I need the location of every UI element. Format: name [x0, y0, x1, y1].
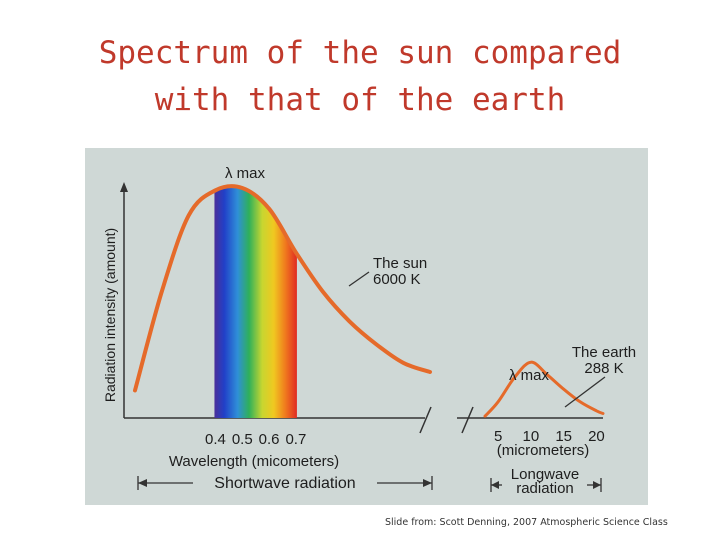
sun-x-ticks: 0.4 0.5 0.6 0.7: [205, 431, 306, 448]
slide-title-line-2: with that of the earth: [154, 82, 566, 118]
earth-x-ticks: 5 10 15 20: [494, 428, 605, 445]
sun-spectrum: [133, 184, 432, 418]
longwave-band-label-line-2: radiation: [516, 480, 574, 497]
visible-light-band: [214, 186, 297, 418]
slide-credit: Slide from: Scott Denning, 2007 Atmosphe…: [385, 517, 668, 528]
earth-curve: [483, 360, 605, 418]
shortwave-band-label: Shortwave radiation: [214, 475, 355, 492]
spectrum-figure: Radiation intensity (amount) λ max The s…: [85, 148, 648, 505]
sun-label-pointer: [348, 271, 370, 287]
sun-series-label-line-1: The sun: [373, 255, 427, 272]
earth-x-tick-label: 15: [555, 428, 572, 445]
earth-series-label-line-1: The earth: [572, 344, 636, 361]
earth-lambda-max-label: λ max: [509, 367, 550, 384]
sun-x-tick-label: 0.7: [285, 431, 306, 448]
sun-x-tick-label: 0.5: [232, 431, 253, 448]
earth-series-label-line-2: 288 K: [584, 360, 623, 377]
sun-x-tick-label: 0.6: [259, 431, 280, 448]
sun-series-label-line-2: 6000 K: [373, 271, 421, 288]
longwave-band-label-line-1: Longwave: [511, 466, 579, 483]
earth-x-axis-label: (micrometers): [497, 442, 590, 459]
earth-label-pointer: [564, 376, 606, 408]
slide-title-line-1: Spectrum of the sun compared: [98, 35, 622, 71]
earth-x-tick-label: 20: [588, 428, 605, 445]
sun-curve: [133, 184, 432, 393]
earth-x-tick-label: 5: [494, 428, 502, 445]
axis-break-right: [461, 406, 474, 434]
axis-break-left: [419, 406, 432, 434]
x-axis-label: Wavelength (micometers): [169, 453, 339, 470]
y-axis-label: Radiation intensity (amount): [102, 228, 118, 402]
y-axis-arrow: [120, 182, 128, 192]
spectrum-chart: Radiation intensity (amount) λ max The s…: [102, 165, 636, 497]
sun-x-tick-label: 0.4: [205, 431, 226, 448]
earth-x-tick-label: 10: [523, 428, 540, 445]
sun-lambda-max-label: λ max: [225, 165, 266, 182]
